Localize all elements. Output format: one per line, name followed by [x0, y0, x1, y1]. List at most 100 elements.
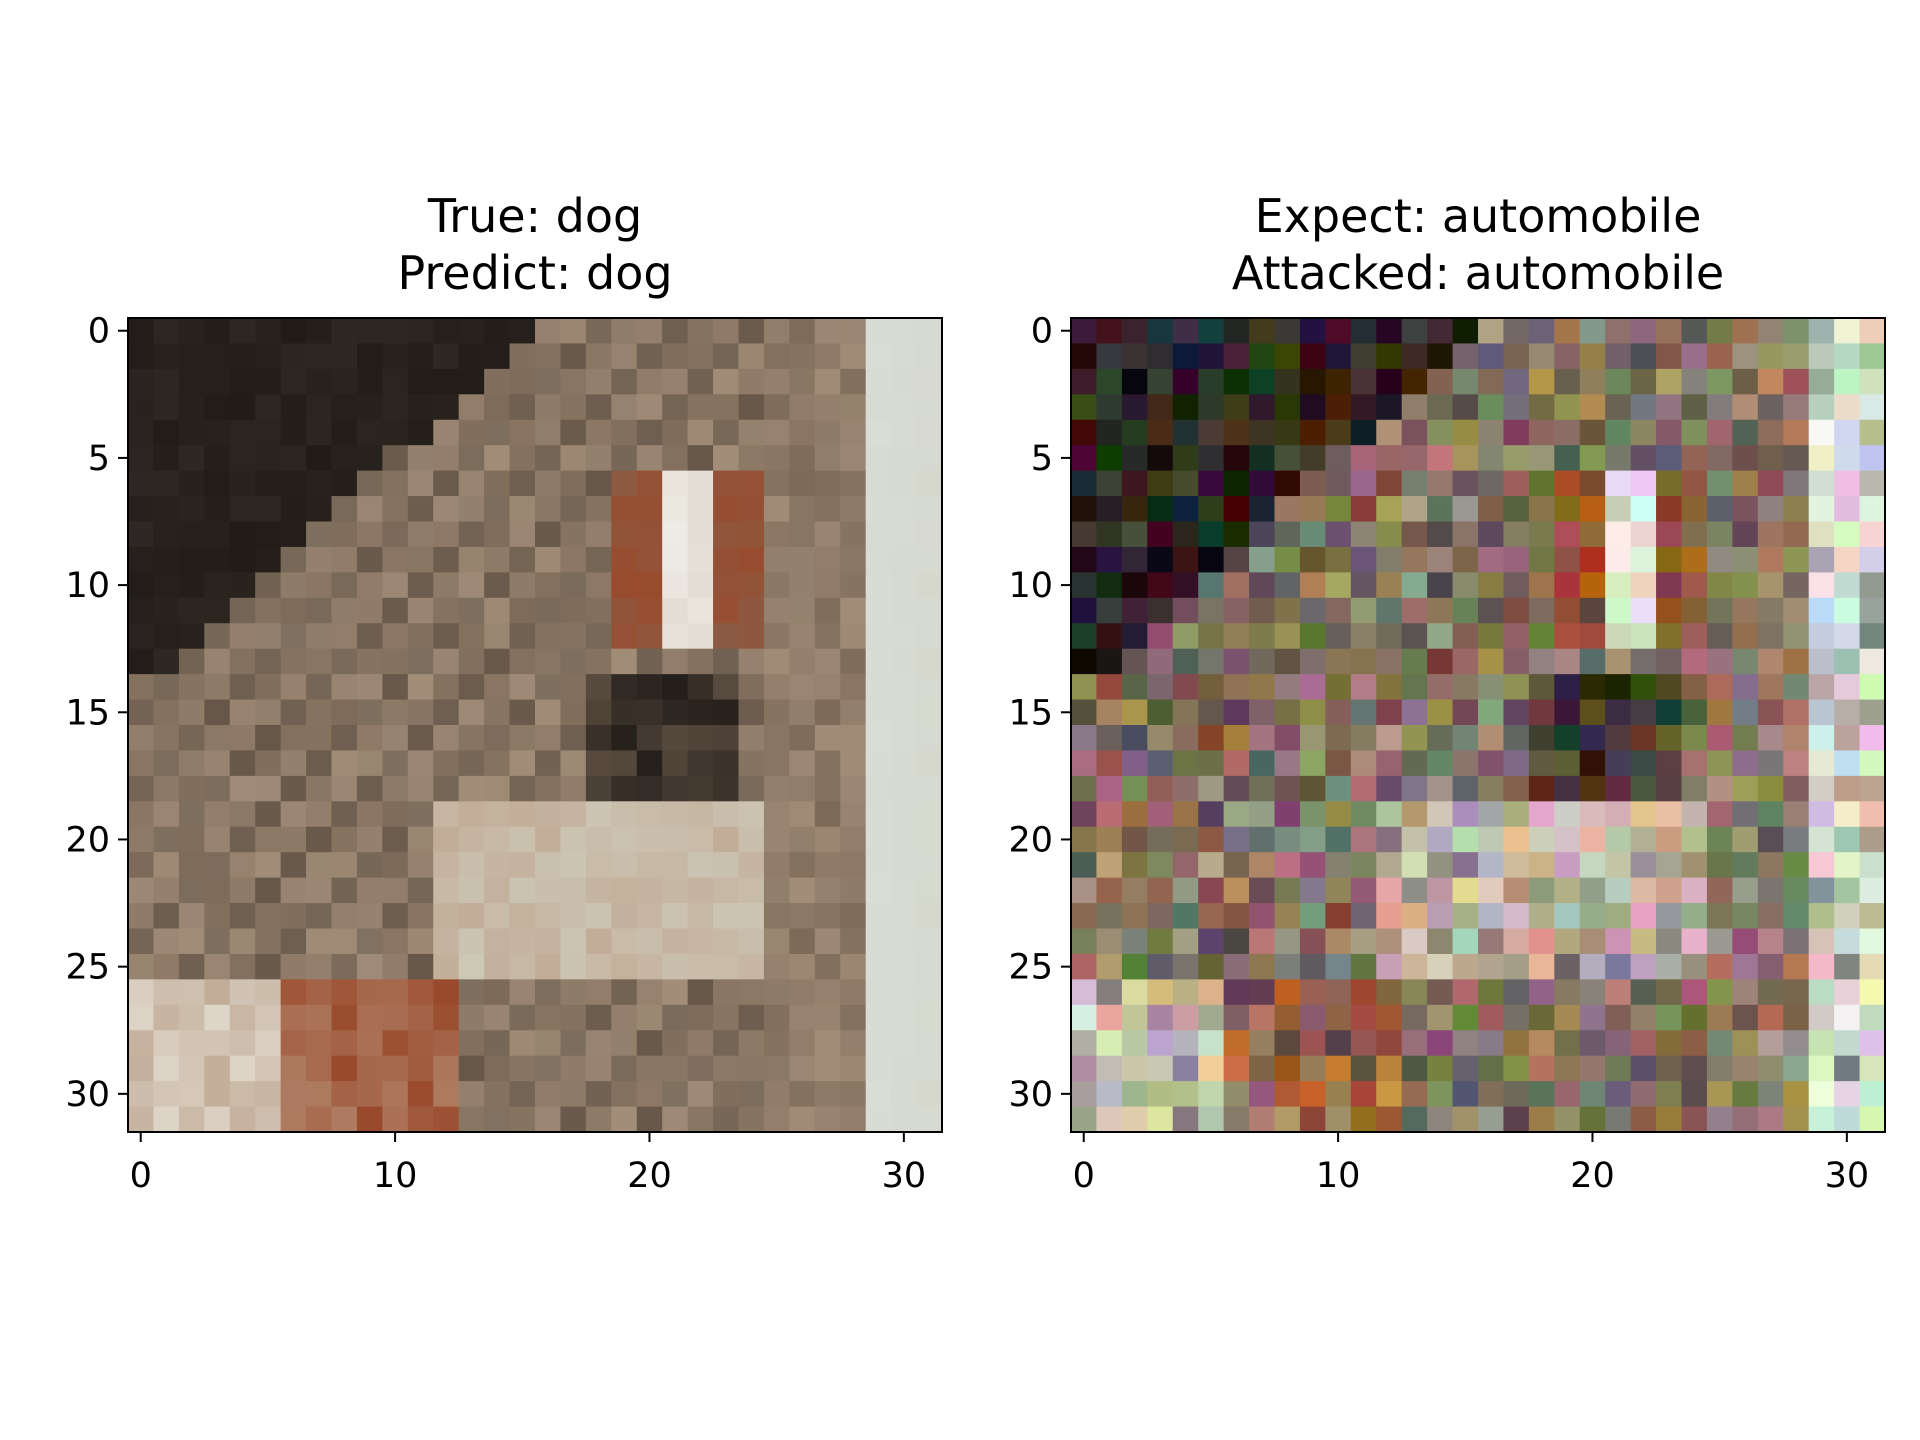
pixel-cell — [1757, 826, 1784, 853]
pixel-cell — [229, 343, 256, 370]
pixel-cell — [509, 419, 536, 446]
pixel-cell — [1096, 750, 1123, 777]
pixel-cell — [1350, 699, 1377, 726]
pixel-cell — [1376, 852, 1403, 879]
pixel-cell — [1478, 648, 1505, 675]
pixel-cell — [738, 496, 765, 523]
pixel-cell — [509, 903, 536, 930]
pixel-cell — [1579, 775, 1606, 802]
pixel-cell — [1630, 1004, 1657, 1031]
pixel-cell — [636, 750, 663, 777]
pixel-cell — [1706, 852, 1733, 879]
pixel-cell — [356, 597, 383, 624]
pixel-cell — [713, 979, 740, 1006]
pixel-cell — [229, 826, 256, 853]
pixel-cell — [1859, 1004, 1886, 1031]
pixel-cell — [1147, 725, 1174, 752]
y-tick-label: 15 — [1008, 693, 1053, 733]
pixel-cell — [458, 368, 485, 395]
pixel-cell — [585, 318, 612, 345]
pixel-cell — [1859, 750, 1886, 777]
pixel-cell — [585, 546, 612, 573]
pixel-cell — [585, 750, 612, 777]
pixel-cell — [306, 394, 333, 421]
pixel-cell — [789, 597, 816, 624]
pixel-cell — [1350, 801, 1377, 828]
pixel-cell — [636, 648, 663, 675]
pixel-cell — [891, 648, 918, 675]
pixel-cell — [1299, 852, 1326, 879]
pixel-cell — [356, 1030, 383, 1057]
pixel-cell — [1274, 318, 1301, 345]
pixel-cell — [687, 368, 714, 395]
pixel-cell — [1452, 318, 1479, 345]
pixel-cell — [458, 699, 485, 726]
pixel-cell — [713, 546, 740, 573]
pixel-cell — [1706, 801, 1733, 828]
pixel-cell — [1783, 750, 1810, 777]
pixel-cell — [255, 801, 282, 828]
pixel-cell — [509, 368, 536, 395]
pixel-cell — [1783, 674, 1810, 701]
pixel-cell — [585, 953, 612, 980]
pixel-cell — [1605, 368, 1632, 395]
pixel-cell — [738, 648, 765, 675]
pixel-cell — [484, 419, 511, 446]
pixel-cell — [1274, 496, 1301, 523]
pixel-cell — [865, 521, 892, 548]
pixel-cell — [1274, 470, 1301, 497]
pixel-cell — [331, 572, 358, 599]
pixel-cell — [916, 521, 943, 548]
pixel-cell — [331, 852, 358, 879]
pixel-cell — [1630, 597, 1657, 624]
pixel-cell — [1783, 928, 1810, 955]
pixel-cell — [1071, 1004, 1098, 1031]
pixel-cell — [1198, 546, 1225, 573]
pixel-cell — [1554, 343, 1581, 370]
pixel-cell — [535, 318, 562, 345]
pixel-cell — [509, 1081, 536, 1108]
pixel-cell — [178, 1004, 205, 1031]
pixel-cell — [1528, 1004, 1555, 1031]
pixel-cell — [687, 928, 714, 955]
pixel-cell — [1579, 674, 1606, 701]
pixel-cell — [1554, 521, 1581, 548]
pixel-cell — [331, 801, 358, 828]
pixel-cell — [1172, 725, 1199, 752]
pixel-cell — [560, 979, 587, 1006]
pixel-cell — [1681, 1055, 1708, 1082]
pixel-cell — [1834, 725, 1861, 752]
pixel-cell — [865, 394, 892, 421]
pixel-cell — [1147, 826, 1174, 853]
pixel-cell — [153, 343, 180, 370]
pixel-cell — [1834, 419, 1861, 446]
pixel-cell — [1732, 343, 1759, 370]
pixel-cell — [128, 394, 155, 421]
pixel-cell — [433, 623, 460, 650]
pixel-cell — [280, 826, 307, 853]
pixel-cell — [1172, 343, 1199, 370]
axes-frame — [127, 317, 943, 1133]
pixel-cell — [204, 852, 231, 879]
pixel-cell — [1478, 1055, 1505, 1082]
pixel-cell — [433, 394, 460, 421]
pixel-cell — [738, 419, 765, 446]
pixel-cell — [484, 1030, 511, 1057]
pixel-cell — [1706, 699, 1733, 726]
pixel-cell — [687, 496, 714, 523]
pixel-cell — [1478, 699, 1505, 726]
pixel-cell — [1249, 470, 1276, 497]
pixel-cell — [636, 496, 663, 523]
pixel-cell — [662, 826, 689, 853]
pixel-cell — [840, 903, 867, 930]
pixel-cell — [713, 877, 740, 904]
pixel-cell — [713, 801, 740, 828]
pixel-cell — [1808, 318, 1835, 345]
pixel-cell — [1503, 1081, 1530, 1108]
pixel-cell — [1706, 648, 1733, 675]
pixel-cell — [1350, 1055, 1377, 1082]
pixel-cell — [1503, 852, 1530, 879]
pixel-cell — [916, 1055, 943, 1082]
pixel-cell — [1249, 496, 1276, 523]
pixel-cell — [255, 928, 282, 955]
